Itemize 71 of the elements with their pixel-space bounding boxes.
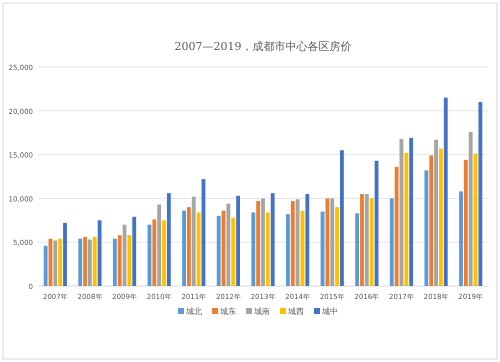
legend-label: 城南 (253, 307, 270, 316)
bar (63, 222, 67, 286)
bar (290, 201, 295, 286)
bar (53, 240, 58, 286)
bar (340, 150, 344, 286)
bar (330, 198, 334, 286)
bar (88, 240, 92, 286)
bar (444, 98, 448, 286)
bar (325, 198, 330, 286)
bar (122, 224, 126, 286)
bar (202, 179, 206, 286)
bar (152, 219, 156, 286)
bar (404, 152, 408, 286)
bar (286, 214, 290, 286)
bar (370, 198, 374, 286)
bar (478, 102, 482, 286)
bar (335, 207, 339, 286)
bar (132, 216, 136, 286)
bar (394, 166, 399, 286)
bar (296, 199, 300, 286)
bar (222, 210, 226, 286)
bar (400, 138, 404, 286)
bar (236, 196, 240, 286)
title: 2007—2019，成都市中心各区房价 (174, 40, 352, 53)
bar (226, 204, 230, 286)
bar (112, 238, 117, 286)
bar (182, 210, 186, 286)
bar (92, 236, 97, 286)
bar (374, 160, 378, 286)
bar (305, 194, 310, 286)
bar (118, 235, 122, 286)
bar (360, 194, 364, 286)
bar (364, 194, 369, 286)
bar (166, 193, 171, 286)
bar (48, 238, 52, 286)
bar (251, 212, 256, 286)
legend-label: 城中 (321, 307, 338, 316)
bar (409, 138, 414, 286)
bar (148, 224, 152, 286)
legend-label: 城西 (287, 307, 304, 316)
legend-label: 城北 (185, 307, 202, 316)
bar (320, 212, 324, 286)
bar (355, 213, 360, 286)
bar (468, 132, 473, 286)
bar (192, 196, 196, 286)
bar (439, 148, 443, 286)
bar (196, 212, 201, 286)
bar (266, 212, 270, 286)
bar (424, 170, 428, 286)
bar (434, 140, 438, 286)
bar (127, 235, 132, 286)
bar (216, 216, 221, 286)
bar (474, 154, 478, 286)
bar (187, 207, 191, 286)
legend-label: 城东 (219, 307, 236, 316)
bar (83, 236, 87, 286)
bar (162, 220, 166, 286)
bar (157, 204, 162, 286)
bar (231, 218, 236, 286)
bar (44, 246, 48, 286)
bar (459, 191, 463, 286)
bar (261, 198, 265, 286)
bar (300, 210, 304, 286)
bar (390, 198, 394, 286)
bar (58, 238, 62, 286)
bar (429, 155, 434, 286)
bar (464, 160, 468, 286)
bar (270, 193, 275, 286)
bar (78, 238, 82, 286)
bar (256, 201, 260, 286)
bar (98, 220, 102, 286)
